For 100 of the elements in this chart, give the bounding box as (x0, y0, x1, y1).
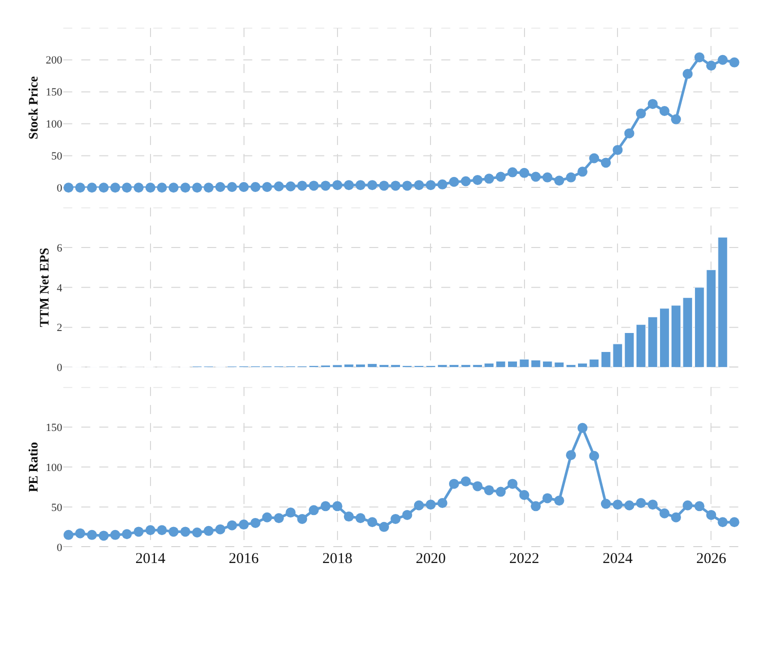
point (286, 508, 296, 518)
y-axis-title: PE Ratio (26, 442, 41, 492)
point (706, 510, 716, 520)
point (390, 514, 401, 524)
point (706, 60, 716, 71)
point (367, 517, 378, 528)
point (449, 176, 460, 187)
y-tick-label: 50 (51, 150, 63, 163)
point (98, 182, 109, 193)
point (110, 530, 120, 540)
point (530, 501, 541, 512)
point (215, 524, 226, 534)
point (134, 526, 144, 537)
point (636, 108, 646, 119)
x-tick-label: 2020 (416, 550, 446, 567)
point (694, 501, 704, 512)
point (227, 520, 238, 530)
point (589, 153, 600, 164)
point (75, 182, 86, 193)
point (612, 144, 623, 155)
y-tick-label: 2 (56, 322, 62, 334)
point (168, 526, 179, 537)
point (320, 180, 331, 191)
point (554, 496, 564, 506)
point (204, 182, 214, 193)
y-axis-title: TTM Net EPS (36, 248, 52, 328)
point (507, 478, 518, 489)
point (600, 498, 611, 509)
point (472, 481, 483, 492)
point (355, 180, 366, 190)
point (718, 517, 728, 528)
point (227, 182, 238, 192)
point (110, 182, 120, 193)
point (600, 158, 611, 168)
point (426, 180, 436, 190)
y-tick-label: 6 (56, 242, 63, 254)
point (308, 180, 319, 191)
point (320, 501, 331, 512)
point (624, 128, 634, 138)
point (460, 476, 471, 486)
point (250, 182, 260, 192)
x-tick-label: 2026 (696, 550, 727, 567)
x-tick-label: 2024 (602, 550, 634, 567)
point (64, 182, 74, 193)
point (355, 513, 366, 524)
point (390, 180, 401, 191)
point (122, 529, 132, 540)
point (718, 54, 728, 65)
point (496, 172, 506, 182)
point (542, 172, 552, 182)
point (274, 181, 284, 192)
point (180, 526, 190, 537)
point (344, 512, 354, 522)
point (75, 528, 86, 538)
point (729, 517, 740, 528)
point (286, 181, 296, 192)
point (156, 182, 167, 193)
point (566, 450, 576, 460)
y-tick-label: 100 (46, 118, 63, 131)
point (729, 57, 740, 68)
point (215, 182, 226, 192)
point (332, 501, 342, 512)
point (250, 518, 260, 528)
point (612, 500, 623, 510)
point (238, 182, 249, 192)
x-tick-label: 2018 (322, 550, 352, 567)
point (156, 525, 167, 536)
point (426, 500, 436, 510)
y-axis-title: Stock Price (26, 76, 41, 140)
point (659, 106, 670, 116)
point (238, 520, 249, 530)
point (414, 500, 424, 510)
point (64, 530, 74, 540)
point (437, 498, 448, 508)
point (542, 493, 552, 504)
x-tick-label: 2016 (228, 550, 260, 567)
point (308, 505, 319, 516)
point (484, 485, 494, 496)
y-tick-label: 150 (46, 422, 63, 434)
point (297, 180, 308, 191)
point (671, 114, 681, 124)
point (402, 180, 412, 191)
point (122, 182, 132, 193)
point (86, 530, 97, 540)
point (496, 486, 506, 497)
point (484, 174, 494, 184)
x-tick-label: 2022 (509, 550, 540, 567)
point (332, 180, 342, 190)
point (577, 166, 588, 177)
point (530, 172, 541, 182)
point (648, 500, 658, 510)
y-tick-label: 0 (56, 542, 63, 554)
point (297, 514, 308, 524)
point (682, 500, 693, 510)
point (379, 522, 390, 532)
point (648, 98, 658, 109)
point (507, 167, 518, 178)
point (449, 478, 460, 489)
point (274, 513, 284, 524)
point (671, 512, 681, 522)
